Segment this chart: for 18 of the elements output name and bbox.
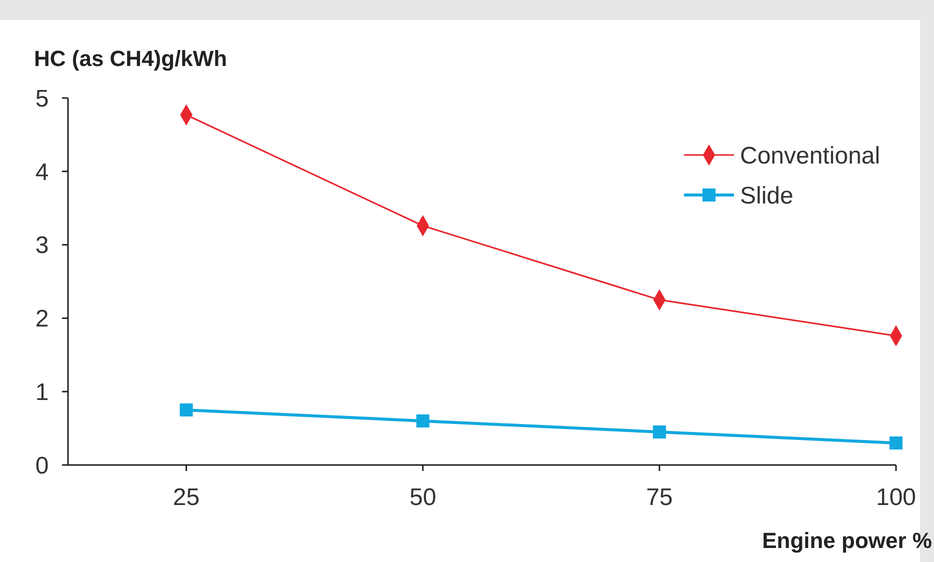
- legend-label: Conventional: [740, 142, 880, 170]
- x-tick-label: 25: [172, 484, 200, 511]
- y-tick-label: 2: [35, 306, 49, 333]
- y-tick-label: 5: [35, 85, 49, 112]
- y-axis-title: HC (as CH4)g/kWh: [34, 46, 228, 71]
- x-axis-title: Engine power %: [762, 528, 932, 553]
- point: [180, 403, 193, 416]
- x-tick-label: 100: [876, 484, 916, 511]
- x-tick-label: 50: [410, 484, 436, 511]
- point: [416, 414, 430, 428]
- y-tick-label: 3: [35, 232, 49, 260]
- x-tick-label: 75: [646, 484, 673, 511]
- legend-label: Slide: [740, 182, 794, 210]
- y-tick-label: 1: [35, 379, 49, 406]
- y-tick-label: 0: [35, 452, 49, 480]
- point: [889, 436, 903, 450]
- point: [652, 425, 666, 438]
- y-tick-label: 4: [35, 158, 49, 186]
